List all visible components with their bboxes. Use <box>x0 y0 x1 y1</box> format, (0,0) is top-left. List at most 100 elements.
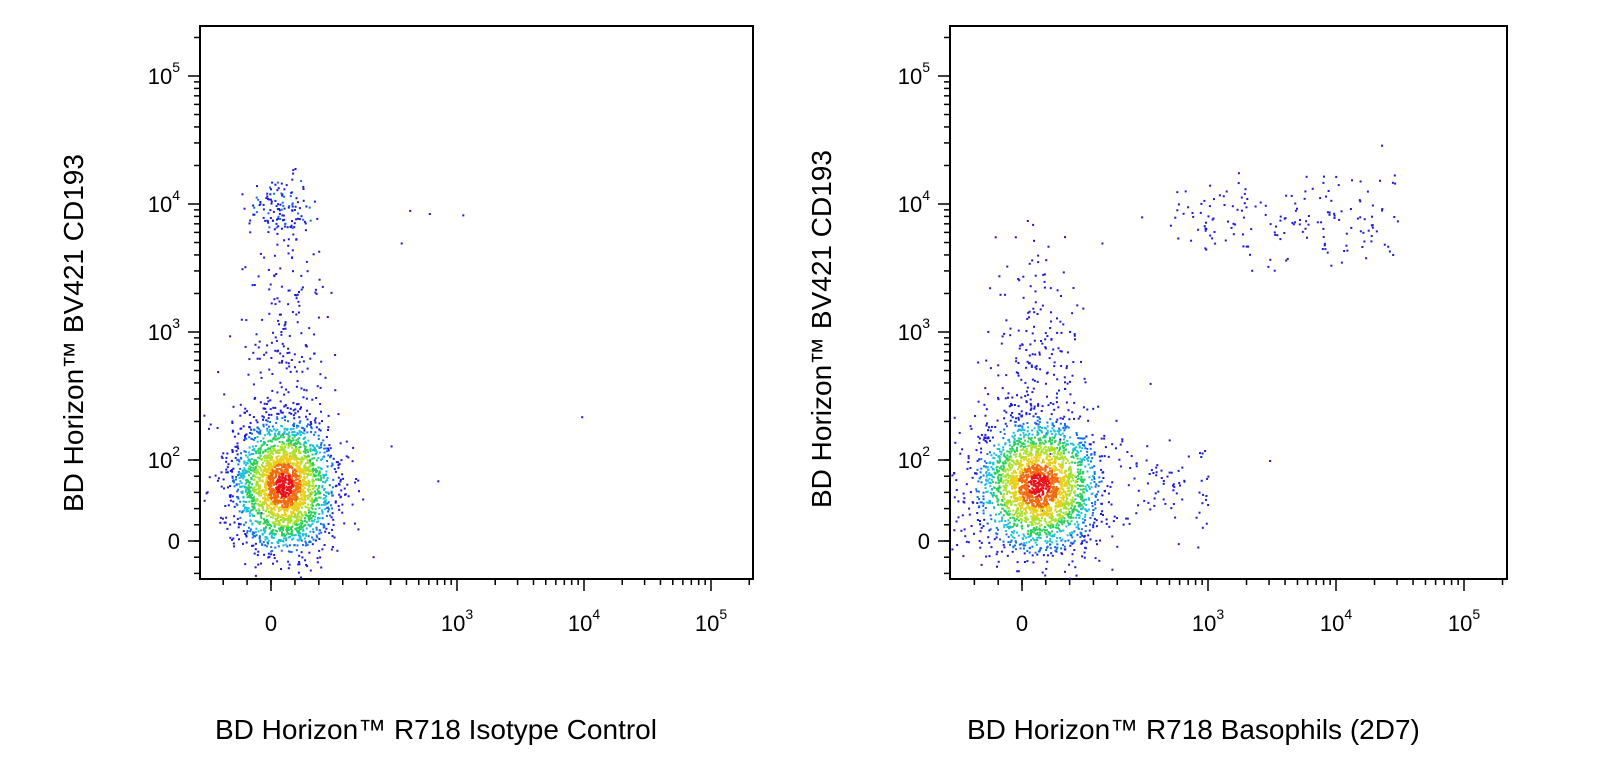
event-dot <box>1338 218 1341 221</box>
event-dot <box>295 515 298 518</box>
event-dot <box>283 510 286 513</box>
event-dot <box>331 494 334 497</box>
left-y-axis-label: BD Horizon™ BV421 CD193 <box>58 154 89 512</box>
event-dot <box>315 521 318 524</box>
event-dot <box>308 507 311 510</box>
event-dot <box>312 515 315 517</box>
event-dot <box>983 403 986 406</box>
event-dot <box>250 469 252 472</box>
event-dot <box>279 352 282 355</box>
event-dot <box>275 496 278 499</box>
event-dot <box>269 470 272 473</box>
event-dot <box>280 182 283 185</box>
event-dot <box>1001 387 1004 390</box>
event-dot <box>1003 498 1006 501</box>
event-dot <box>331 462 334 465</box>
event-dot <box>275 504 278 507</box>
event-dot <box>999 293 1002 296</box>
event-dot <box>1065 495 1068 498</box>
event-dot <box>301 520 304 523</box>
event-dot <box>1060 452 1063 455</box>
event-dot <box>319 403 322 405</box>
event-dot <box>1028 551 1031 554</box>
event-dot <box>311 507 314 510</box>
event-dot <box>1058 517 1061 520</box>
event-dot <box>295 455 298 457</box>
event-dot <box>1022 275 1025 278</box>
event-dot <box>273 499 276 501</box>
event-dot <box>280 227 283 230</box>
event-dot <box>257 456 260 459</box>
event-dot <box>289 442 292 445</box>
event-dot <box>237 458 240 461</box>
event-dot <box>304 452 307 454</box>
event-dot <box>305 527 308 530</box>
event-dot <box>1038 439 1040 442</box>
event-dot <box>312 445 315 448</box>
event-dot <box>293 222 296 225</box>
event-dot <box>1103 437 1106 440</box>
event-dot <box>256 480 259 483</box>
event-dot <box>989 429 992 432</box>
event-dot <box>336 549 339 552</box>
event-dot <box>1065 443 1068 446</box>
event-dot <box>1028 546 1031 549</box>
event-dot <box>1070 486 1073 489</box>
event-dot <box>987 473 990 476</box>
event-dot <box>304 512 307 515</box>
event-dot <box>306 431 309 434</box>
event-dot <box>1058 429 1061 432</box>
event-dot <box>988 426 990 429</box>
event-dot <box>1026 422 1029 424</box>
event-dot <box>251 438 254 441</box>
event-dot <box>257 432 260 435</box>
event-dot <box>1008 513 1011 515</box>
event-dot <box>1009 525 1012 528</box>
event-dot <box>1371 215 1373 218</box>
event-dot <box>318 529 321 532</box>
event-dot <box>1034 412 1037 415</box>
event-dot <box>1211 218 1214 221</box>
event-dot <box>992 468 995 471</box>
event-dot <box>297 212 300 215</box>
event-dot <box>264 499 267 502</box>
event-dot <box>961 514 964 517</box>
event-dot <box>266 427 269 430</box>
event-dot <box>281 499 284 502</box>
event-dot <box>317 474 320 477</box>
event-dot <box>303 517 306 520</box>
event-dot <box>1008 525 1011 528</box>
event-dot <box>975 449 978 452</box>
event-dot <box>1077 451 1080 454</box>
event-dot <box>1006 554 1009 557</box>
event-dot <box>978 441 981 444</box>
event-dot <box>271 491 274 493</box>
event-dot <box>232 467 235 470</box>
event-dot <box>334 485 337 488</box>
event-dot <box>269 506 272 509</box>
event-dot <box>261 479 264 482</box>
event-dot <box>233 485 236 488</box>
event-dot <box>1036 522 1039 525</box>
event-dot <box>1097 405 1100 408</box>
event-dot <box>275 273 278 275</box>
event-dot <box>285 525 288 528</box>
event-dot <box>283 498 286 500</box>
event-dot <box>283 509 286 511</box>
event-dot <box>988 541 991 544</box>
event-dot <box>1070 490 1073 492</box>
event-dot <box>1080 498 1083 500</box>
event-dot <box>1072 456 1075 459</box>
event-dot <box>302 185 305 188</box>
event-dot <box>1088 498 1091 501</box>
event-dot <box>1324 248 1327 251</box>
event-dot <box>239 486 242 489</box>
event-dot <box>242 495 245 498</box>
event-dot <box>289 454 292 457</box>
event-dot <box>1083 437 1086 440</box>
event-dot <box>1029 451 1032 454</box>
event-dot <box>321 548 324 551</box>
event-dot <box>300 475 303 478</box>
event-dot <box>1049 327 1052 329</box>
event-dot <box>253 488 255 491</box>
